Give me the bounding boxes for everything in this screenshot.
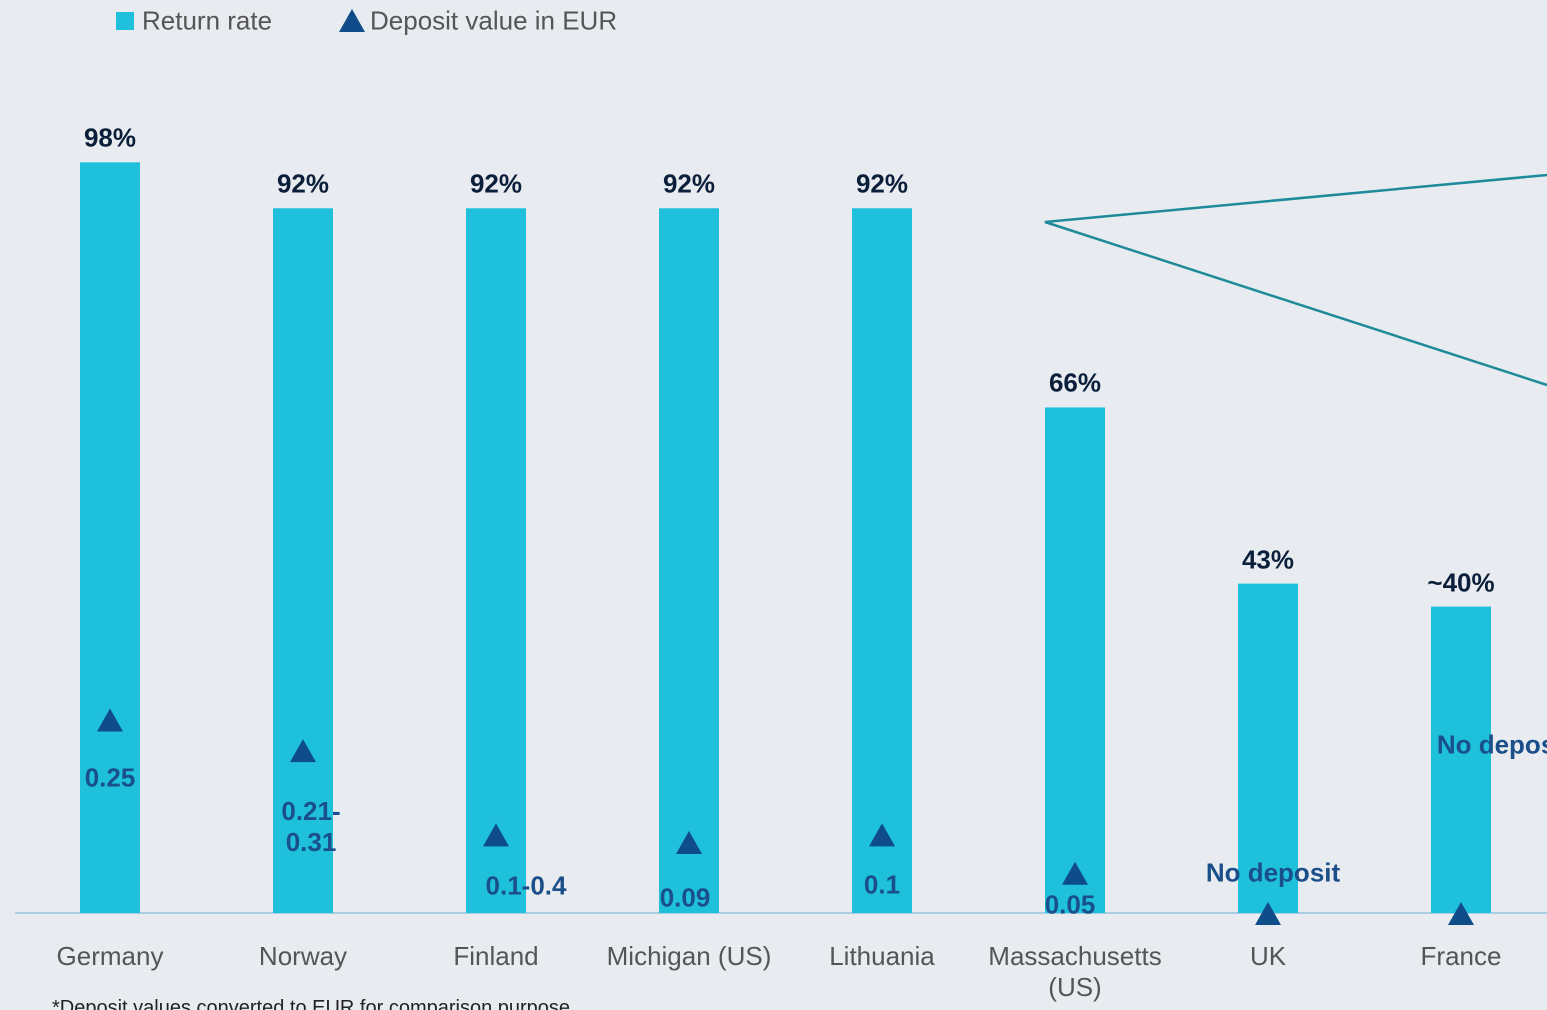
deposit-marker — [869, 823, 895, 847]
deposit-value-label: 0.05 — [1044, 889, 1096, 920]
x-tick-label: Germany — [56, 941, 164, 971]
bar — [273, 208, 333, 913]
x-tick-label: France — [1420, 941, 1502, 971]
deposit-value-label: 0.1-0.4 — [485, 870, 567, 901]
x-tick-label: Lithuania — [829, 941, 935, 971]
deposit-marker — [483, 823, 509, 847]
deposit-value-label: 0.1 — [863, 869, 901, 900]
x-tick-label: Finland — [453, 941, 539, 971]
deposit-marker — [1448, 902, 1474, 925]
legend-label: Return rate — [142, 5, 273, 36]
callout-lines — [1044, 173, 1547, 387]
x-tick-label: Norway — [258, 941, 348, 971]
deposit-value-label: 0.21-0.31 — [281, 795, 341, 857]
deposit-marker — [290, 739, 316, 763]
bar-value-label: 66% — [1048, 367, 1102, 398]
bar-value-label: 92% — [662, 168, 716, 199]
deposit-value-label: No deposit — [1205, 857, 1341, 888]
bar — [80, 162, 140, 913]
footnote: *Deposit values converted to EUR for com… — [52, 997, 571, 1010]
bar — [852, 208, 912, 913]
bar-value-label: 92% — [276, 168, 330, 199]
x-tick-label: Michigan (US) — [606, 941, 772, 971]
legend-swatch — [116, 12, 134, 30]
deposit-marker — [1062, 861, 1088, 885]
bar — [466, 208, 526, 913]
legend-label: Deposit value in EUR — [370, 5, 618, 36]
bar-value-label: 98% — [83, 122, 137, 153]
deposit-value-label: 0.09 — [659, 882, 711, 913]
bar-value-label: ~40% — [1427, 567, 1495, 597]
deposit-value-label: 0.25 — [84, 762, 136, 793]
deposit-marker — [1255, 902, 1281, 925]
deposit-marker — [97, 708, 123, 732]
bar-value-label: 43% — [1241, 544, 1295, 575]
x-tick-label: UK — [1249, 941, 1287, 971]
bar — [1431, 606, 1491, 913]
deposit-value-label: No deposit — [1436, 729, 1547, 760]
x-tick-label: Massachusetts (US) — [988, 941, 1162, 1003]
deposit-marker — [676, 831, 702, 855]
legend-swatch — [339, 9, 365, 32]
bar — [1045, 407, 1105, 913]
bar — [1238, 583, 1298, 913]
bar-value-label: 92% — [469, 168, 523, 199]
bar — [659, 208, 719, 913]
bar-value-label: 92% — [855, 168, 909, 199]
